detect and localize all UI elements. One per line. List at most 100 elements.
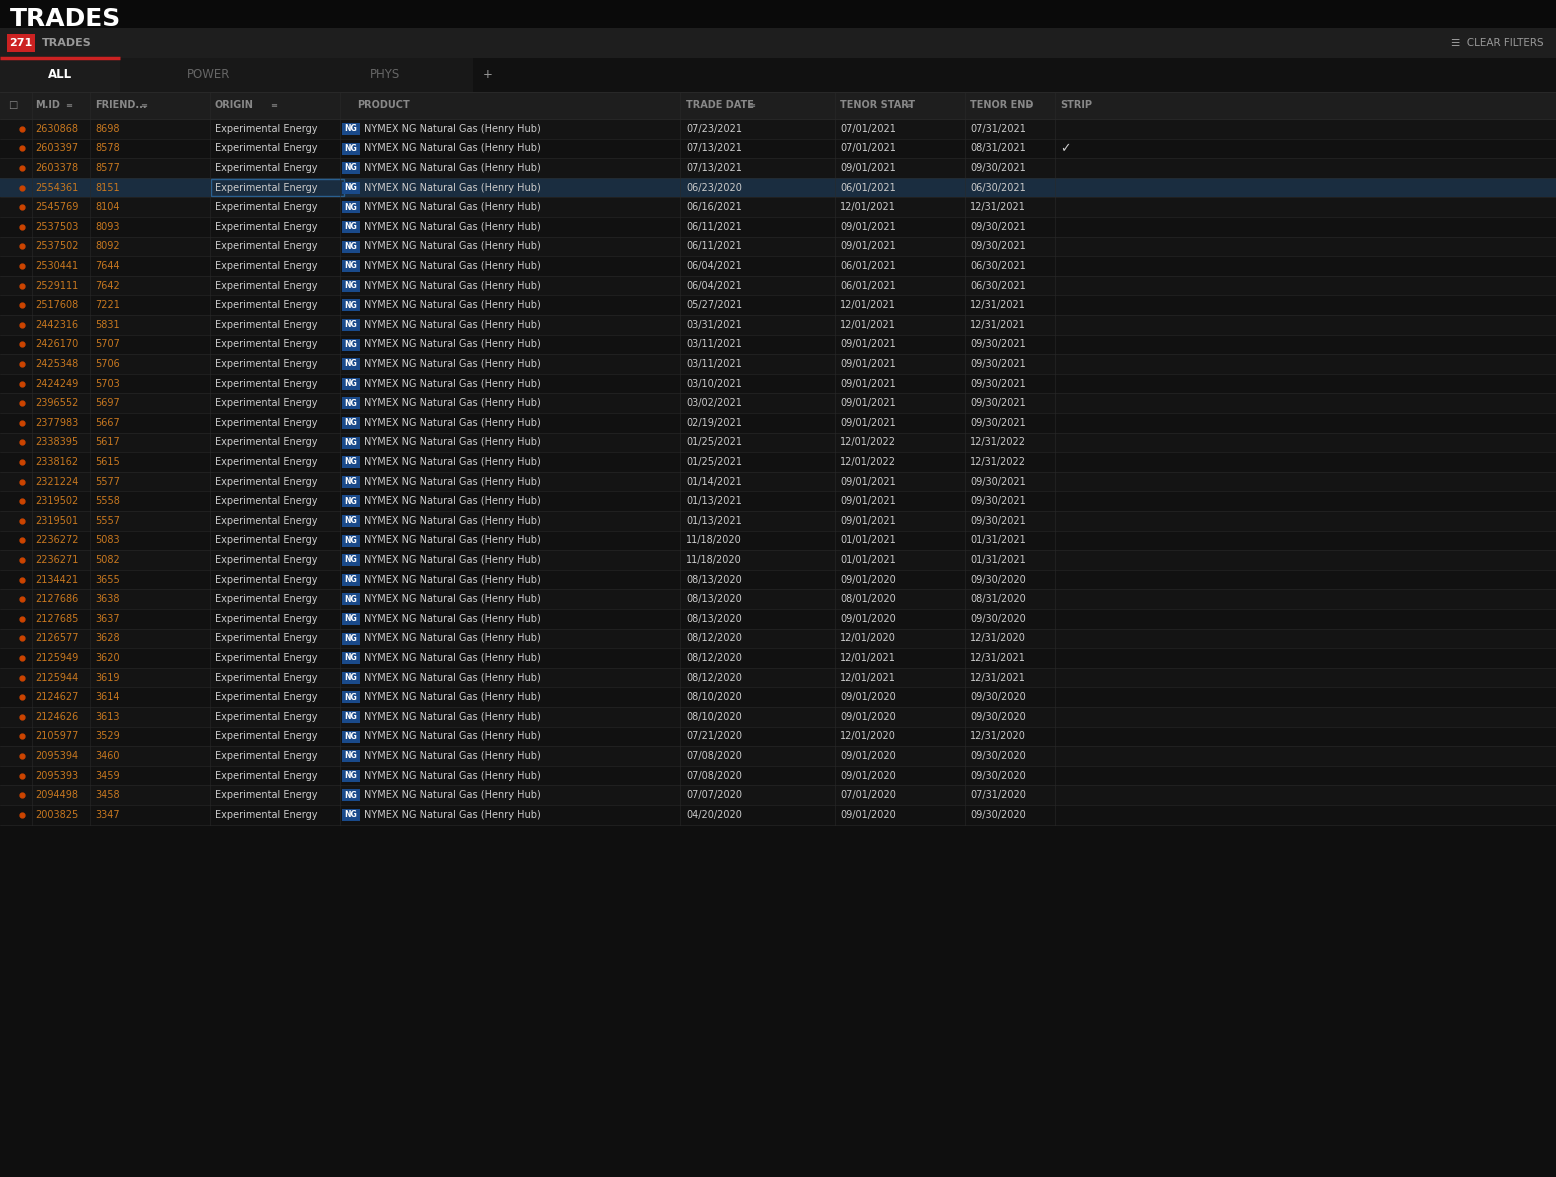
Text: NYMEX NG Natural Gas (Henry Hub): NYMEX NG Natural Gas (Henry Hub) <box>364 731 541 742</box>
Text: 3620: 3620 <box>95 653 120 663</box>
Bar <box>342 750 359 763</box>
Text: 2236272: 2236272 <box>34 536 78 545</box>
Text: NG: NG <box>344 438 358 447</box>
Text: 2396552: 2396552 <box>34 398 78 408</box>
Text: 2426170: 2426170 <box>34 339 78 350</box>
Text: 01/31/2021: 01/31/2021 <box>969 556 1025 565</box>
Text: 01/01/2021: 01/01/2021 <box>840 556 896 565</box>
Bar <box>342 613 359 625</box>
Text: NG: NG <box>344 202 358 212</box>
Text: NYMEX NG Natural Gas (Henry Hub): NYMEX NG Natural Gas (Henry Hub) <box>364 280 541 291</box>
Bar <box>0 139 1556 158</box>
Text: 2529111: 2529111 <box>34 280 78 291</box>
Bar <box>0 58 120 92</box>
Bar <box>342 417 359 428</box>
Text: 09/30/2021: 09/30/2021 <box>969 516 1025 526</box>
Text: 271: 271 <box>9 38 33 48</box>
Bar <box>0 393 1556 413</box>
Text: 07/31/2020: 07/31/2020 <box>969 790 1025 800</box>
Text: NG: NG <box>344 144 358 153</box>
Text: 7221: 7221 <box>95 300 120 311</box>
Text: NYMEX NG Natural Gas (Henry Hub): NYMEX NG Natural Gas (Henry Hub) <box>364 320 541 330</box>
Text: NG: NG <box>344 359 358 368</box>
Text: NYMEX NG Natural Gas (Henry Hub): NYMEX NG Natural Gas (Henry Hub) <box>364 124 541 134</box>
Text: 03/11/2021: 03/11/2021 <box>686 339 742 350</box>
Bar <box>0 374 1556 393</box>
Text: 07/01/2021: 07/01/2021 <box>840 124 896 134</box>
Bar <box>342 593 359 605</box>
Bar <box>0 275 1556 295</box>
Text: 09/01/2021: 09/01/2021 <box>840 418 896 427</box>
Bar <box>0 217 1556 237</box>
Text: 03/10/2021: 03/10/2021 <box>686 379 742 388</box>
Text: NYMEX NG Natural Gas (Henry Hub): NYMEX NG Natural Gas (Henry Hub) <box>364 162 541 173</box>
Text: 2338162: 2338162 <box>34 457 78 467</box>
Text: 09/01/2021: 09/01/2021 <box>840 398 896 408</box>
Text: NYMEX NG Natural Gas (Henry Hub): NYMEX NG Natural Gas (Henry Hub) <box>364 497 541 506</box>
Text: Experimental Energy: Experimental Energy <box>215 574 317 585</box>
Text: 06/01/2021: 06/01/2021 <box>840 261 896 271</box>
Text: NYMEX NG Natural Gas (Henry Hub): NYMEX NG Natural Gas (Henry Hub) <box>364 633 541 644</box>
Text: 5706: 5706 <box>95 359 120 370</box>
Text: 09/30/2021: 09/30/2021 <box>969 418 1025 427</box>
Text: NG: NG <box>344 594 358 604</box>
Text: Experimental Energy: Experimental Energy <box>215 810 317 820</box>
Text: 08/13/2020: 08/13/2020 <box>686 613 742 624</box>
Text: Experimental Energy: Experimental Energy <box>215 613 317 624</box>
Text: 09/01/2021: 09/01/2021 <box>840 359 896 370</box>
Text: Experimental Energy: Experimental Energy <box>215 359 317 370</box>
Bar <box>473 58 503 92</box>
Text: ORIGIN: ORIGIN <box>215 100 254 111</box>
Text: 07/08/2020: 07/08/2020 <box>686 751 742 762</box>
Text: 01/13/2021: 01/13/2021 <box>686 497 742 506</box>
Text: 07/01/2021: 07/01/2021 <box>840 144 896 153</box>
Text: 03/02/2021: 03/02/2021 <box>686 398 742 408</box>
Text: 5082: 5082 <box>95 556 120 565</box>
Text: +: + <box>482 68 493 81</box>
Text: 09/01/2021: 09/01/2021 <box>840 477 896 486</box>
Text: Experimental Energy: Experimental Energy <box>215 418 317 427</box>
Text: 05/27/2021: 05/27/2021 <box>686 300 742 311</box>
Text: 07/13/2021: 07/13/2021 <box>686 144 742 153</box>
Text: 8578: 8578 <box>95 144 120 153</box>
Bar <box>342 162 359 174</box>
Text: Experimental Energy: Experimental Energy <box>215 594 317 604</box>
Text: 09/30/2020: 09/30/2020 <box>969 613 1025 624</box>
Text: 06/01/2021: 06/01/2021 <box>840 182 896 193</box>
Text: 8577: 8577 <box>95 162 120 173</box>
Text: 2630868: 2630868 <box>34 124 78 134</box>
Text: 07/13/2021: 07/13/2021 <box>686 162 742 173</box>
Text: NG: NG <box>344 556 358 565</box>
Bar <box>0 158 1556 178</box>
Text: Experimental Energy: Experimental Energy <box>215 457 317 467</box>
Text: 12/31/2022: 12/31/2022 <box>969 438 1025 447</box>
Text: Experimental Energy: Experimental Energy <box>215 771 317 780</box>
Bar <box>0 334 1556 354</box>
Text: 12/31/2020: 12/31/2020 <box>969 633 1025 644</box>
Text: NG: NG <box>344 399 358 407</box>
Text: 3347: 3347 <box>95 810 120 820</box>
Text: Experimental Energy: Experimental Energy <box>215 339 317 350</box>
Bar <box>342 124 359 135</box>
Text: 06/04/2021: 06/04/2021 <box>686 280 742 291</box>
Text: 2094498: 2094498 <box>34 790 78 800</box>
Bar <box>0 58 1556 92</box>
Bar <box>342 574 359 586</box>
Text: NYMEX NG Natural Gas (Henry Hub): NYMEX NG Natural Gas (Henry Hub) <box>364 398 541 408</box>
Text: NYMEX NG Natural Gas (Henry Hub): NYMEX NG Natural Gas (Henry Hub) <box>364 241 541 252</box>
Text: 3529: 3529 <box>95 731 120 742</box>
Bar <box>342 632 359 645</box>
Text: NYMEX NG Natural Gas (Henry Hub): NYMEX NG Natural Gas (Henry Hub) <box>364 261 541 271</box>
Bar <box>0 472 1556 492</box>
Text: NYMEX NG Natural Gas (Henry Hub): NYMEX NG Natural Gas (Henry Hub) <box>364 810 541 820</box>
Text: Experimental Energy: Experimental Energy <box>215 241 317 252</box>
Text: NG: NG <box>344 418 358 427</box>
Text: 12/01/2020: 12/01/2020 <box>840 731 896 742</box>
Text: NG: NG <box>344 184 358 192</box>
Text: 09/01/2021: 09/01/2021 <box>840 497 896 506</box>
Text: NG: NG <box>344 300 358 310</box>
Text: 2603397: 2603397 <box>34 144 78 153</box>
Text: 07/23/2021: 07/23/2021 <box>686 124 742 134</box>
Text: 2537502: 2537502 <box>34 241 78 252</box>
Text: 03/31/2021: 03/31/2021 <box>686 320 742 330</box>
